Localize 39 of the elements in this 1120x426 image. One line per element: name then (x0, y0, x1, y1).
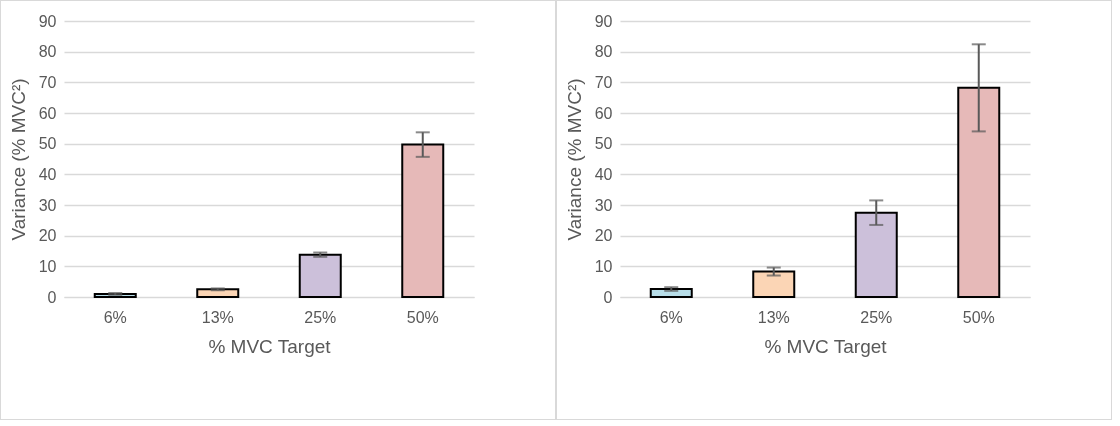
y-tick-label: 0 (603, 288, 613, 306)
x-axis-title: % MVC Target (208, 335, 332, 357)
bar (196, 288, 240, 298)
x-axis-title: % MVC Target (764, 335, 888, 357)
bar (298, 253, 342, 298)
y-tick-label: 20 (38, 227, 57, 245)
y-tick-label: 10 (38, 257, 57, 275)
y-tick-label: 10 (594, 257, 613, 275)
y-tick-label: 0 (47, 288, 57, 306)
bar (854, 211, 898, 298)
x-tick-label: 13% (757, 308, 790, 326)
y-tick-label: 60 (594, 104, 613, 122)
y-tick-label: 90 (594, 12, 613, 30)
y-tick-label: 60 (38, 104, 57, 122)
y-tick-label: 40 (594, 165, 613, 183)
y-tick-label: 70 (38, 73, 57, 91)
y-tick-label: 30 (594, 196, 613, 214)
y-tick-label: 50 (594, 135, 613, 153)
y-axis-title: Variance (% MVC²) (563, 78, 585, 241)
x-tick-label: 13% (201, 308, 234, 326)
y-tick-label: 20 (594, 227, 613, 245)
x-tick-label: 6% (659, 308, 683, 326)
y-tick-label: 50 (38, 135, 57, 153)
y-tick-label: 90 (38, 12, 57, 30)
y-axis-title: Variance (% MVC²) (7, 78, 29, 241)
x-tick-label: 25% (304, 308, 337, 326)
bar (752, 270, 796, 298)
bar (401, 143, 445, 298)
y-tick-label: 40 (38, 165, 57, 183)
y-tick-label: 80 (594, 43, 613, 61)
x-tick-label: 6% (103, 308, 127, 326)
y-tick-label: 70 (594, 73, 613, 91)
bar (957, 86, 1001, 298)
x-tick-label: 50% (962, 308, 995, 326)
y-tick-label: 30 (38, 196, 57, 214)
bar (649, 288, 693, 298)
x-tick-label: 50% (406, 308, 439, 326)
y-tick-label: 80 (38, 43, 57, 61)
x-tick-label: 25% (860, 308, 893, 326)
